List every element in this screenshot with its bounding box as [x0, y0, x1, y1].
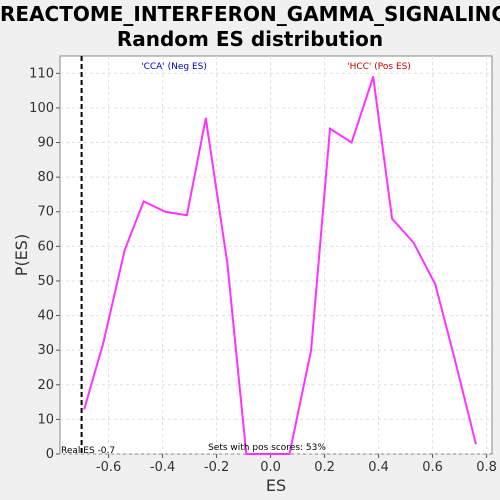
data-point [372, 75, 375, 78]
pos-es-label: 'HCC' (Pos ES) [347, 62, 411, 72]
data-point [102, 342, 105, 345]
neg-es-label: 'CCA' (Neg ES) [141, 62, 207, 72]
data-point [412, 241, 415, 244]
plot-area [59, 55, 493, 455]
real-es-label: Real ES -0.7 [61, 446, 115, 456]
x-axis-label: ES [266, 476, 286, 495]
y-tick-label: 10 [37, 412, 54, 427]
y-tick-label: 30 [37, 343, 54, 358]
data-point [453, 356, 456, 358]
data-point [434, 283, 437, 286]
y-tick-label: 20 [37, 378, 54, 393]
y-tick-label: 90 [37, 136, 54, 151]
x-tick-label: 0.4 [368, 460, 389, 475]
y-tick-label: 40 [37, 309, 54, 324]
data-point [310, 349, 312, 352]
y-tick-label: 70 [37, 205, 54, 220]
data-point [267, 453, 269, 455]
x-tick-label: 0.6 [422, 460, 443, 475]
x-tick-label: 0.8 [476, 460, 497, 475]
y-tick-label: 100 [29, 101, 54, 116]
data-point [164, 210, 167, 213]
grid-lines [60, 56, 492, 455]
data-point [142, 200, 145, 203]
y-tick-label: 80 [37, 170, 54, 185]
chart-title-line1: REACTOME_INTERFERON_GAMMA_SIGNALING: [0, 2, 500, 26]
data-point [245, 453, 248, 455]
pos-scores-note: Sets with pos scores: 53% [208, 443, 326, 453]
x-axis-ticks: -0.6 -0.4 -0.2 0.0 0.2 0.4 0.6 0.8 [96, 454, 497, 475]
y-tick-label: 60 [37, 239, 54, 254]
chart-title-line2: Random ES distribution [116, 27, 384, 51]
data-point [350, 141, 353, 144]
y-tick-label: 50 [37, 274, 54, 289]
x-tick-label: -0.4 [150, 460, 175, 475]
series-points [83, 75, 477, 455]
y-axis-ticks: 0 10 20 30 40 50 60 70 80 90 100 110 [29, 66, 60, 462]
y-tick-label: 110 [29, 66, 54, 81]
data-point [329, 127, 331, 130]
data-point [474, 442, 477, 445]
x-tick-label: 0.0 [260, 460, 281, 475]
x-tick-label: -0.2 [204, 460, 229, 475]
y-tick-label: 0 [46, 447, 54, 462]
data-point [123, 248, 126, 251]
data-point [83, 408, 86, 410]
y-axis-label: P(ES) [12, 234, 31, 276]
data-point [288, 453, 291, 455]
data-point [391, 217, 393, 220]
x-tick-label: -0.6 [96, 460, 121, 475]
data-point [204, 117, 207, 120]
data-point [186, 214, 188, 217]
data-point [226, 262, 229, 265]
x-tick-label: 0.2 [314, 460, 335, 475]
series-line [83, 76, 477, 455]
